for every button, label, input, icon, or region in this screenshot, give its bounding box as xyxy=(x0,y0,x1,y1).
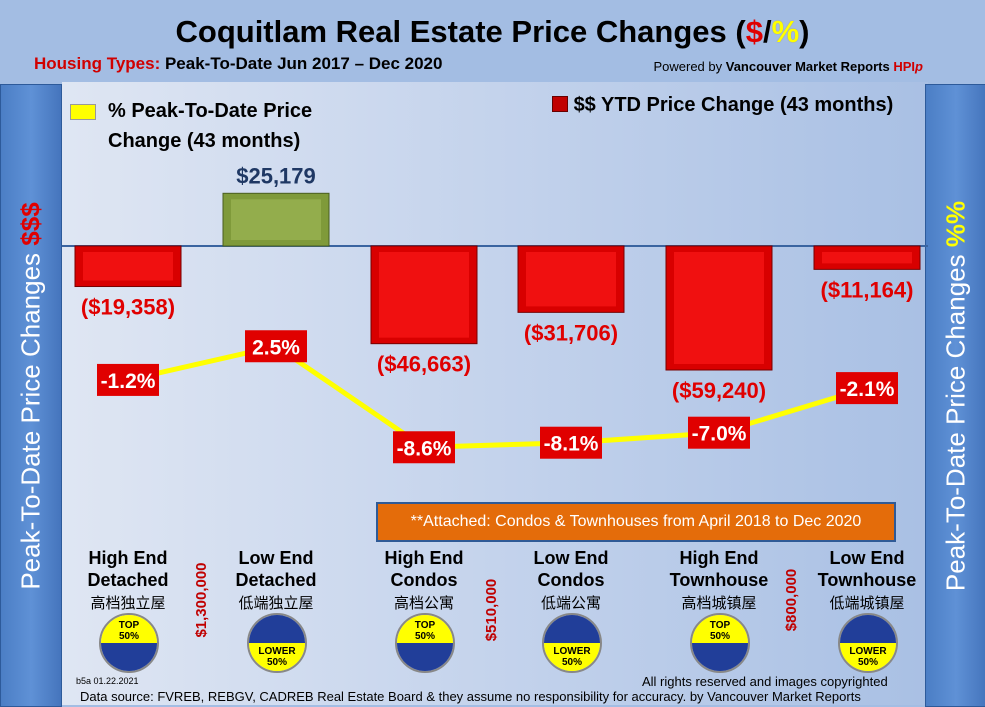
rights-text: All rights reserved and images copyright… xyxy=(642,674,888,689)
price-threshold: $1,300,000 xyxy=(193,562,210,638)
top-50-badge: TOP 50% xyxy=(99,613,159,673)
category-label: High End Detached xyxy=(87,548,169,590)
lower-50-badge: LOWER 50% xyxy=(542,613,602,673)
version-label: b5a 01.22.2021 xyxy=(76,676,139,686)
attached-note: **Attached: Condos & Townhouses from Apr… xyxy=(376,502,896,542)
powered-by: Powered by Vancouver Market Reports HPIp xyxy=(653,59,923,74)
legend-line-swatch xyxy=(70,104,96,120)
category-chinese-label: 高档城镇屋 xyxy=(681,595,757,612)
bar-face xyxy=(674,252,764,364)
category-label: High End Townhouse xyxy=(669,548,769,590)
legend-bar-swatch xyxy=(552,96,568,112)
category-label: High End Condos xyxy=(384,548,464,590)
bar-face xyxy=(231,199,321,240)
category-label: Low End Townhouse xyxy=(817,548,917,590)
bar-value-label: ($31,706) xyxy=(524,320,618,345)
category-label: Low End Detached xyxy=(235,548,317,590)
bar-value-label: ($19,358) xyxy=(81,295,175,320)
category-label: Low End Condos xyxy=(533,548,609,590)
category-chinese-label: 高档独立屋 xyxy=(90,595,166,612)
bar-face xyxy=(379,252,469,338)
pct-value-label: -1.2% xyxy=(101,370,156,393)
pct-label-box xyxy=(245,330,307,363)
bar-value-label: ($59,240) xyxy=(672,378,766,403)
pct-value-label: -8.1% xyxy=(544,433,599,456)
pct-label-box xyxy=(540,426,602,459)
category-chinese-label: 低端独立屋 xyxy=(238,595,314,612)
data-source: Data source: FVREB, REBGV, CADREB Real E… xyxy=(80,689,861,704)
top-50-badge: TOP 50% xyxy=(690,613,750,673)
bar-value-label: ($46,663) xyxy=(377,352,471,377)
pct-value-label: 2.5% xyxy=(252,336,300,359)
pct-value-label: -8.6% xyxy=(397,437,452,460)
bar-face xyxy=(526,252,616,307)
price-threshold: $510,000 xyxy=(483,578,500,642)
pct-label-box xyxy=(688,416,750,449)
legend-bar: $$ YTD Price Change (43 months) xyxy=(552,90,893,120)
pct-value-label: -7.0% xyxy=(692,423,747,446)
pct-label-box xyxy=(836,372,898,405)
right-side-label: Peak-To-Date Price Changes %% xyxy=(925,84,985,707)
pct-value-label: -2.1% xyxy=(840,378,895,401)
chart-panel xyxy=(62,82,928,705)
category-chinese-label: 低端公寓 xyxy=(540,595,602,612)
lower-50-badge: LOWER 50% xyxy=(838,613,898,673)
left-side-label: Peak-To-Date Price Changes $$$ xyxy=(0,84,62,707)
bar-value-label: ($11,164) xyxy=(821,277,914,302)
pct-label-box xyxy=(393,431,455,464)
bar-face xyxy=(822,252,912,264)
lower-50-badge: LOWER 50% xyxy=(247,613,307,673)
page-title: Coquitlam Real Estate Price Changes ($/%… xyxy=(175,14,810,49)
category-chinese-label: 高档公寓 xyxy=(393,595,455,612)
top-50-badge: TOP 50% xyxy=(395,613,455,673)
bar-face xyxy=(83,252,173,281)
bar-value-label: $25,179 xyxy=(236,163,316,188)
category-chinese-label: 低端城镇屋 xyxy=(829,595,905,612)
pct-label-box xyxy=(97,363,159,396)
legend-line: % Peak-To-Date Price Change (43 months) xyxy=(70,96,312,156)
subtitle: Housing Types: Peak-To-Date Jun 2017 – D… xyxy=(34,54,443,73)
price-threshold: $800,000 xyxy=(783,568,800,632)
